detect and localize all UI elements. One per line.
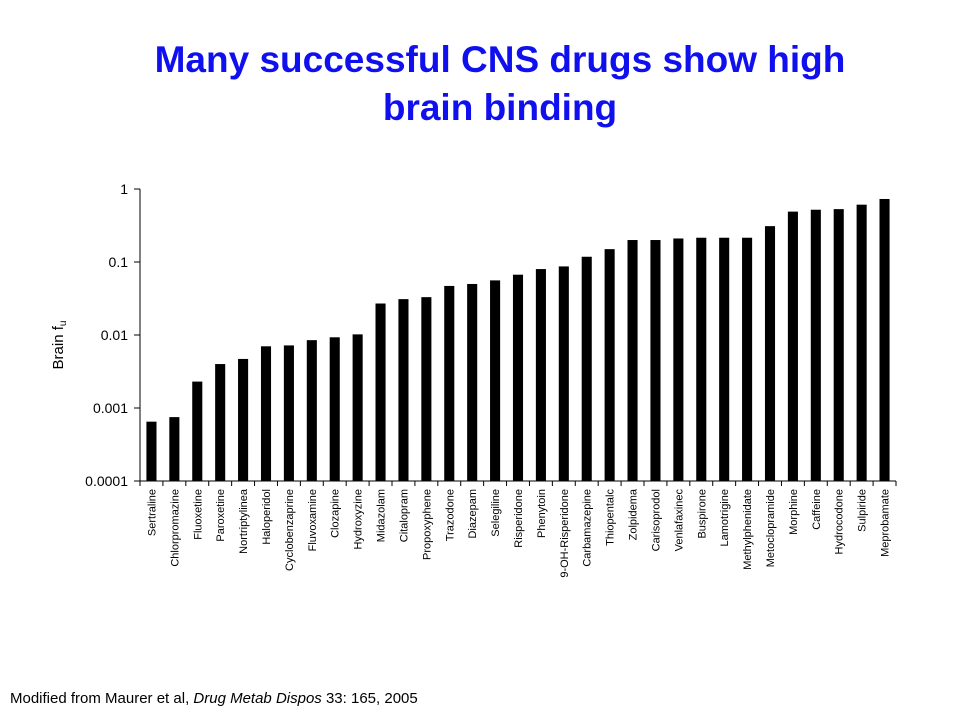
x-tick-label: Sulpiride [857,489,869,532]
bar [375,303,386,481]
x-tick-label: Sertraline [146,489,158,536]
x-tick-label: Paroxetine [215,489,227,542]
x-axis-ticks: Sertraline Chlorpromazine Fluoxetine Paroxe… [139,481,897,578]
x-tick-label: Carisoprodol [650,489,662,551]
y-axis-label: Brain fu [50,321,69,370]
y-tick-label: 0.01 [101,327,128,343]
y-tick-label: 0.1 [109,254,129,270]
bar [787,211,798,481]
footnote-journal: Drug Metab Dispos [193,690,322,707]
x-tick-label: Citalopram [398,489,410,542]
x-tick-label: Hydroxyzine [353,489,365,550]
x-tick-label: Midazolam [376,489,388,542]
bar [719,237,730,481]
bar [306,340,317,481]
bar [444,285,455,481]
y-tick-label: 1 [120,181,128,197]
bar [512,274,524,481]
bar [696,237,707,481]
x-tick-label: Thiopentalc [605,489,617,546]
source-footnote: Modified from Maurer et al, Drug Metab D… [10,690,418,707]
x-tick-label: Haloperidol [261,489,273,545]
x-tick-label: Morphine [788,489,800,535]
bar [467,283,478,481]
bar [192,381,203,481]
bar [329,337,340,481]
bar [581,256,592,481]
x-tick-label: Carbamazepine [582,489,594,567]
bar [879,198,890,482]
x-tick-label: Chlorpromazine [169,489,181,567]
x-tick-label: Zolpidema [628,488,640,540]
bar [742,237,753,481]
x-tick-label: Lamotrigine [719,489,731,546]
bar [604,249,615,481]
bar [283,345,294,481]
footnote-prefix: Modified from Maurer et al, [10,690,194,707]
x-tick-label: Cyclobenzaprine [284,489,296,571]
x-tick-label: Phenytoin [536,489,548,538]
bar [421,297,432,481]
y-tick-label: 0.001 [93,400,128,416]
x-tick-label: Buspirone [696,489,708,539]
bar [558,266,569,481]
x-tick-label: Meprobamate [880,489,892,557]
x-tick-label: 9-OH-Risperidone [559,489,571,578]
bar [833,209,844,481]
x-tick-label: Fluvoxamine [307,489,319,551]
bar [260,346,272,481]
title-line-1: Many successful CNS drugs show high [154,39,846,80]
x-tick-label: Venlafaxinec [673,489,685,552]
x-tick-label: Hydrocodone [834,489,846,554]
bar [238,358,249,481]
x-tick-label: Propoxyphene [421,489,433,560]
title-line-2: brain binding [382,87,618,128]
bar [764,226,776,481]
y-axis-label-main: Brain f [50,325,67,369]
bar [673,238,684,481]
bar [627,240,638,481]
x-tick-label: Risperidone [513,489,525,548]
x-tick-label: Methylphenidate [742,489,754,570]
bar [856,204,867,481]
x-tick-label: Metoclopramide [765,489,777,567]
y-axis-ticks: 1 0.1 0.01 0.001 0.0001 [85,181,140,489]
footnote-suffix: 33: 165, 2005 [321,690,418,707]
x-tick-label: Clozapine [330,489,342,538]
slide-title: Many successful CNS drugs show high brai… [40,36,960,132]
x-tick-label: Fluoxetine [192,489,204,540]
x-tick-label: Selegiline [490,489,502,537]
bar [650,240,661,481]
bar [146,421,157,481]
bar [352,334,363,481]
bar [215,364,226,481]
bar [169,417,180,481]
bar-chart: 1 0.1 0.01 0.001 0.0001 Sertraline Chlorproma… [50,181,897,578]
bar [810,209,821,481]
bar [490,280,501,481]
x-tick-label: Trazodone [444,489,456,541]
x-tick-label: Nortriptylinea [238,488,250,554]
bar [398,299,409,481]
y-axis-label-subscript: u [58,321,69,327]
y-tick-label: 0.0001 [85,473,128,489]
x-tick-label: Caffeine [811,489,823,530]
bar [535,269,546,481]
bars [146,198,890,482]
x-tick-label: Diazepam [467,489,479,539]
